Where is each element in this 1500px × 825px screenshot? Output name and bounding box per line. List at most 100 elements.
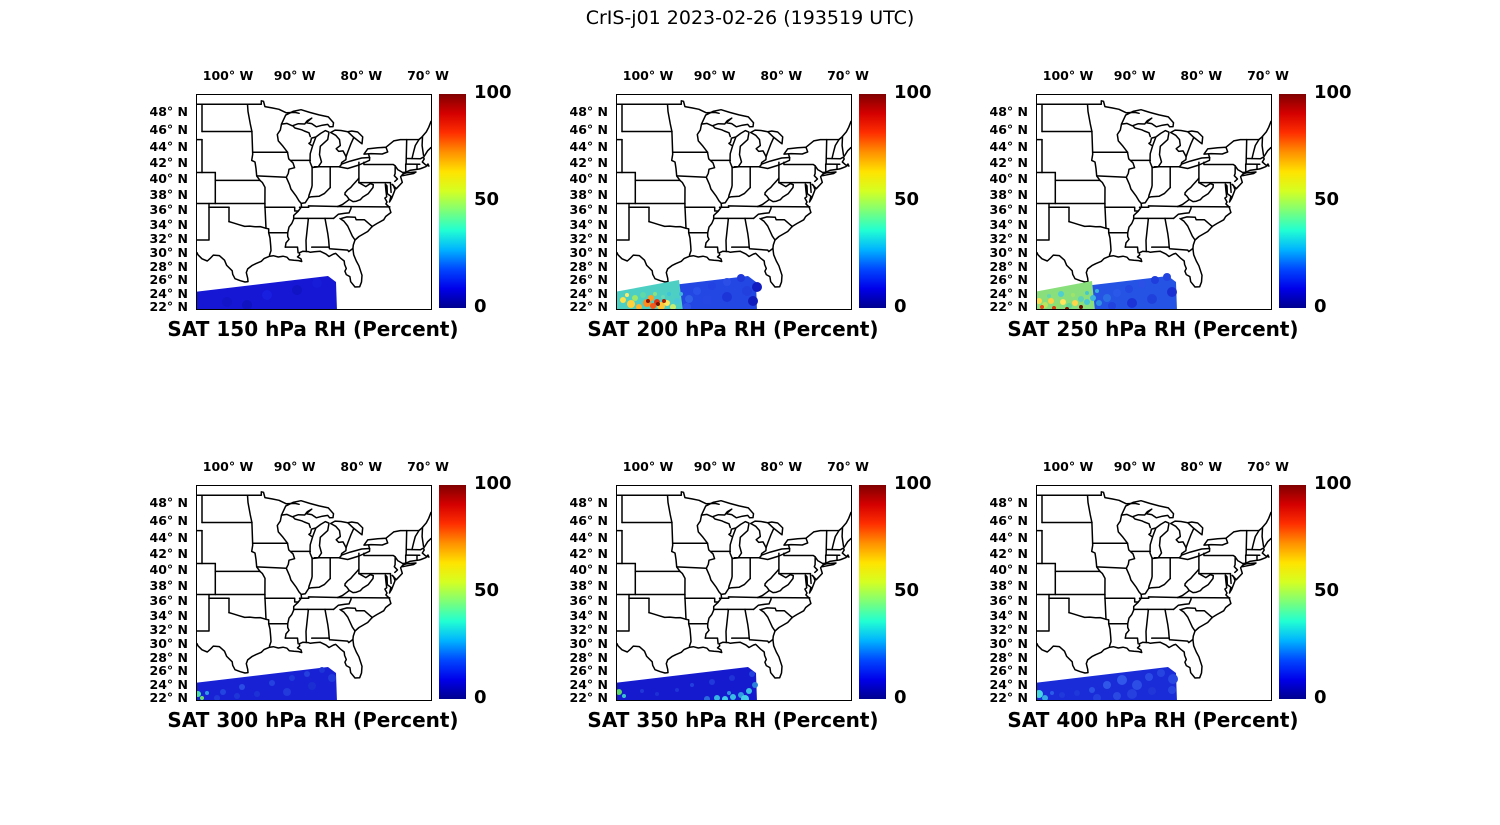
lat-tick-label: 38° N [149, 577, 188, 593]
colorbar-tick-label: 100 [1314, 82, 1352, 103]
state-boundary [1116, 514, 1129, 544]
state-boundary [813, 556, 819, 574]
colorbar-tick-label: 0 [894, 296, 907, 317]
state-boundary [1149, 129, 1170, 169]
swath-spot [690, 683, 694, 687]
swath-spot [328, 674, 336, 682]
lat-tick-label: 34° N [989, 216, 1028, 232]
lat-tick-label: 44° N [149, 139, 188, 155]
satellite-swath [617, 274, 762, 309]
longitude-axis: 100° W 90° W 80° W 70° W [506, 451, 960, 751]
state-boundary [766, 521, 784, 536]
lat-tick-label: 22° N [149, 298, 188, 314]
swath-spot [1163, 273, 1171, 281]
state-boundary [1180, 155, 1187, 165]
swath-spot [1074, 690, 1080, 696]
swath-spot [752, 682, 758, 688]
lat-tick-label: 42° N [569, 546, 608, 562]
colorbar [1279, 485, 1306, 699]
swath-spot [1078, 296, 1084, 302]
state-boundary [1172, 205, 1192, 220]
state-boundary [1068, 220, 1107, 230]
state-boundary [1132, 125, 1152, 138]
state-boundary [768, 181, 795, 203]
colorbar-ticks: 100 50 0 [86, 60, 540, 360]
state-boundary [831, 529, 840, 551]
swath-spot [197, 691, 201, 697]
state-boundary [759, 608, 776, 632]
state-boundary [421, 135, 425, 157]
state-boundary [276, 514, 289, 544]
state-boundary [411, 138, 420, 160]
swath-spot [319, 667, 325, 673]
lat-tick-label: 22° N [989, 298, 1028, 314]
swath-spot [667, 292, 671, 296]
lat-tick-label: 24° N [569, 285, 608, 301]
lat-tick-label: 22° N [569, 689, 608, 705]
state-boundary [348, 572, 375, 594]
us-states-map [1037, 491, 1271, 679]
state-boundary [648, 220, 687, 230]
lat-tick-label: 48° N [149, 104, 188, 120]
swath-spot [704, 696, 710, 700]
state-boundary [1203, 537, 1229, 546]
swath-spot [1050, 691, 1054, 695]
state-boundary [305, 608, 310, 644]
swath-spot [1072, 300, 1078, 306]
state-boundary [1229, 181, 1232, 194]
colorbar-tick-label: 0 [474, 687, 487, 708]
lat-tick-label: 46° N [569, 121, 608, 137]
state-boundary [783, 537, 809, 546]
state-boundary [757, 584, 770, 599]
state-boundary [1207, 153, 1211, 159]
swath-spot [679, 292, 683, 296]
state-boundary [307, 557, 313, 590]
lat-tick-label: 48° N [569, 104, 608, 120]
state-boundary [305, 217, 310, 253]
colorbar [439, 485, 466, 699]
swath-spot [737, 274, 745, 282]
lat-tick-label: 38° N [569, 186, 608, 202]
subplot-300-hpa: 100° W 90° W 80° W 70° W 48° N 46° N 44° N 42°… [86, 451, 540, 751]
colorbar [439, 94, 466, 308]
state-boundary [1179, 217, 1196, 241]
state-boundary [264, 206, 300, 212]
state-boundary [346, 521, 364, 536]
swath-spot [1090, 295, 1096, 301]
state-boundary [332, 596, 352, 611]
lon-tick-label: 90° W [273, 68, 316, 83]
state-boundary [805, 120, 851, 148]
swath-spot [1168, 674, 1178, 684]
lat-tick-label: 34° N [149, 216, 188, 232]
lat-tick-label: 24° N [989, 676, 1028, 692]
state-boundary [308, 527, 317, 538]
state-boundary [339, 608, 356, 632]
lat-tick-label: 24° N [569, 676, 608, 692]
state-boundary [1140, 186, 1172, 205]
state-boundary [1179, 608, 1196, 632]
swath-spot [1145, 673, 1153, 681]
state-boundary [292, 125, 312, 138]
lat-tick-label: 26° N [569, 272, 608, 288]
state-boundary [648, 611, 687, 621]
swath-spot [254, 691, 260, 697]
lat-tick-label: 28° N [569, 649, 608, 665]
subplot-400-hpa: 100° W 90° W 80° W 70° W 48° N 46° N 44° N 42°… [926, 451, 1380, 751]
state-boundary [298, 205, 339, 209]
state-boundary [821, 562, 837, 568]
longitude-axis: 100° W 90° W 80° W 70° W [86, 451, 540, 751]
state-boundary [1229, 572, 1232, 585]
lat-tick-label: 38° N [989, 186, 1028, 202]
state-boundary [401, 562, 417, 568]
state-boundary [246, 103, 253, 133]
colorbar-ticks: 100 50 0 [86, 451, 540, 751]
swath-spot [1089, 687, 1095, 693]
state-boundary [1145, 608, 1150, 644]
map-plot-area [1036, 485, 1272, 701]
state-boundary [337, 193, 350, 208]
lon-tick-label: 90° W [273, 459, 316, 474]
state-boundary [684, 206, 720, 212]
lat-tick-label: 22° N [149, 689, 188, 705]
lat-tick-label: 24° N [149, 676, 188, 692]
swath-spot [1060, 299, 1066, 305]
